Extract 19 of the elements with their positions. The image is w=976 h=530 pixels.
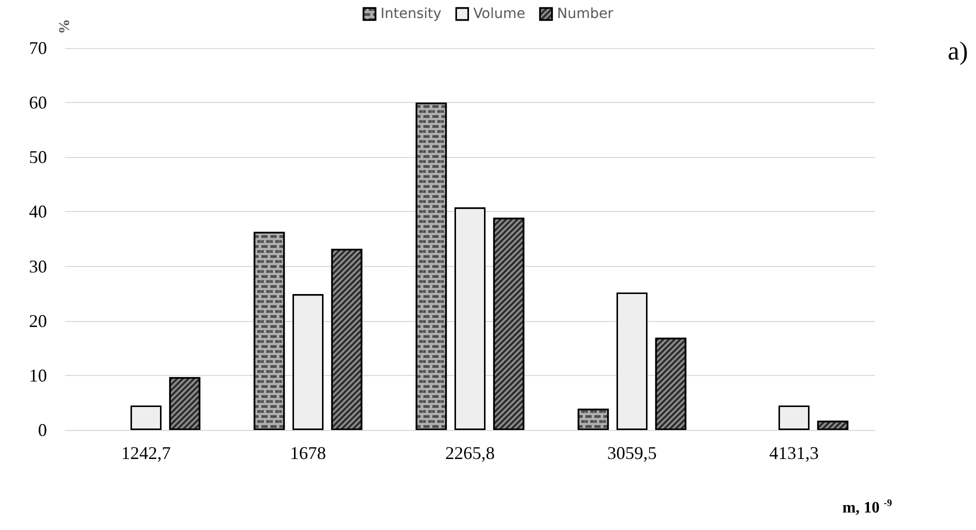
legend-label: Volume bbox=[473, 6, 526, 22]
x-tick-label: 3059,5 bbox=[607, 443, 657, 463]
y-tick-label: 70 bbox=[29, 38, 47, 58]
y-tick-label: 20 bbox=[29, 310, 47, 331]
legend-label: Intensity bbox=[380, 6, 442, 22]
y-axis-title: % bbox=[57, 19, 73, 34]
y-tick-label: 10 bbox=[29, 365, 47, 386]
y-tick-label: 50 bbox=[29, 147, 47, 168]
x-tick-label: 2265,8 bbox=[445, 443, 495, 463]
x-tick-label: 1678 bbox=[290, 443, 326, 463]
text: a) bbox=[948, 36, 968, 66]
x-tick-label: 4131,3 bbox=[769, 443, 819, 463]
x-axis-title: m, 10 $^{-9}$ bbox=[842, 498, 892, 518]
y-tick-label: 60 bbox=[29, 92, 47, 113]
legend-label: Number bbox=[557, 6, 614, 22]
x-tick-label: 1242,7 bbox=[121, 443, 171, 463]
y-tick-label: 0 bbox=[38, 420, 47, 440]
y-tick-label: 40 bbox=[29, 202, 47, 222]
y-tick-label: 30 bbox=[29, 256, 47, 276]
